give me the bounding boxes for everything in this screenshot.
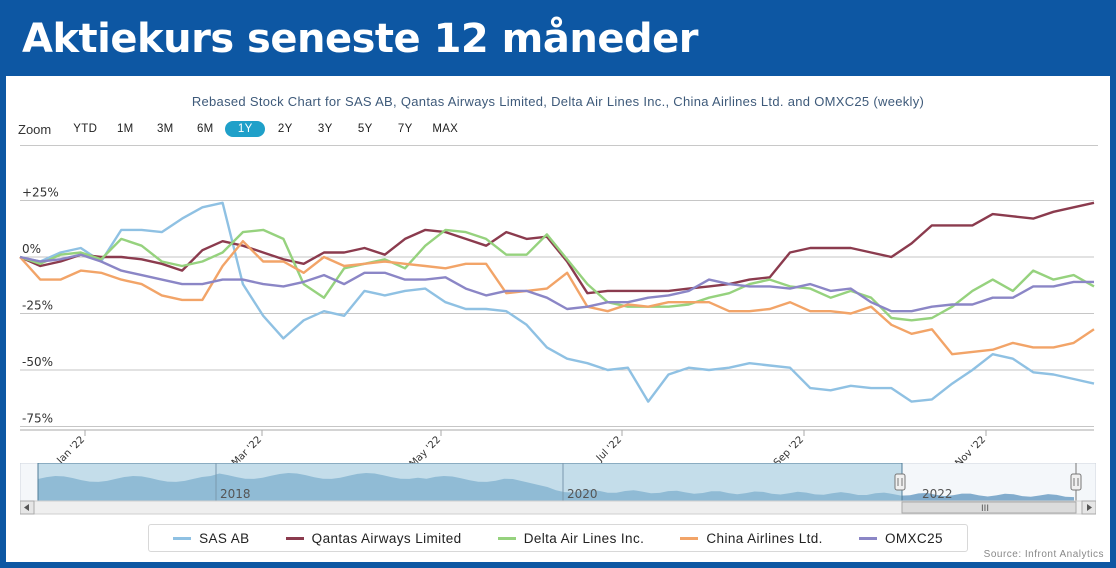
legend-item-sas[interactable]: SAS AB xyxy=(173,531,249,546)
arrow-left-icon xyxy=(24,504,29,511)
y-tick-label: -25% xyxy=(22,299,53,313)
legend-label: China Airlines Ltd. xyxy=(706,530,823,546)
x-tick-label: Jul '22 xyxy=(594,434,624,464)
navigator-right-handle[interactable] xyxy=(1070,473,1082,491)
legend-item-china[interactable]: China Airlines Ltd. xyxy=(680,531,822,546)
legend-item-delta[interactable]: Delta Air Lines Inc. xyxy=(497,530,645,546)
navigator-year-label: 2018 xyxy=(220,487,251,501)
navigator-history-overlay xyxy=(37,463,903,502)
legend-item-omx[interactable]: OMXC25 xyxy=(858,530,943,546)
navigator-year-label: 2020 xyxy=(567,487,598,501)
zoom-selector: Zoom YTD 1M 3M 6M 1Y 2Y 3Y 5Y 7Y MAX xyxy=(18,118,465,140)
page-title: Aktiekurs seneste 12 måneder xyxy=(22,16,698,62)
zoom-button-1y[interactable]: 1Y xyxy=(225,121,266,137)
source-note: Source: Infront Analytics xyxy=(983,549,1104,560)
series-line-delta xyxy=(19,228,1095,322)
legend-swatch xyxy=(285,536,304,540)
legend-label: Qantas Airways Limited xyxy=(311,530,462,546)
zoom-button-max[interactable]: MAX xyxy=(432,123,459,135)
zoom-button-3y[interactable]: 3Y xyxy=(317,123,333,135)
scrollbar-thumb[interactable] xyxy=(901,501,1077,514)
zoom-button-5y[interactable]: 5Y xyxy=(357,123,373,135)
scrollbar-grip-icon: III xyxy=(981,504,989,514)
chart-title: Rebased Stock Chart for SAS AB, Qantas A… xyxy=(191,94,925,109)
legend-item-qantas[interactable]: Qantas Airways Limited xyxy=(285,530,462,546)
legend-swatch xyxy=(497,536,516,540)
navigator-left-handle[interactable] xyxy=(894,473,906,491)
y-tick-label: +25% xyxy=(22,186,59,200)
legend-label: SAS AB xyxy=(199,530,250,546)
legend-swatch xyxy=(680,536,699,540)
zoom-button-6m[interactable]: 6M xyxy=(196,123,214,135)
y-tick-label: 0% xyxy=(22,242,41,256)
legend-label: OMXC25 xyxy=(884,530,943,546)
legend-swatch xyxy=(173,536,192,540)
y-tick-label: -50% xyxy=(22,355,53,369)
series-line-sas xyxy=(19,201,1095,403)
navigator-year-label: 2022 xyxy=(922,487,953,501)
zoom-button-7y[interactable]: 7Y xyxy=(397,123,413,135)
zoom-button-ytd[interactable]: YTD xyxy=(73,123,98,135)
series-line-qantas xyxy=(19,201,1095,295)
zoom-button-3m[interactable]: 3M xyxy=(156,123,174,135)
y-tick-label: -75% xyxy=(22,412,53,426)
range-navigator[interactable]: 2018 2020 2022 III xyxy=(20,463,1096,515)
title-banner: Aktiekurs seneste 12 måneder xyxy=(0,0,1116,76)
chart-top-rule xyxy=(20,145,1098,146)
zoom-button-1m[interactable]: 1M xyxy=(116,123,134,135)
zoom-button-2y[interactable]: 2Y xyxy=(277,123,293,135)
chart-legend: SAS AB Qantas Airways Limited Delta Air … xyxy=(148,524,968,552)
navigator-scrollbar[interactable] xyxy=(20,500,1096,515)
zoom-label: Zoom xyxy=(18,121,52,137)
arrow-right-icon xyxy=(1087,504,1092,511)
legend-swatch xyxy=(858,536,877,540)
legend-label: Delta Air Lines Inc. xyxy=(523,530,645,546)
series-line-china xyxy=(19,240,1095,356)
series-line-omx xyxy=(19,253,1094,313)
